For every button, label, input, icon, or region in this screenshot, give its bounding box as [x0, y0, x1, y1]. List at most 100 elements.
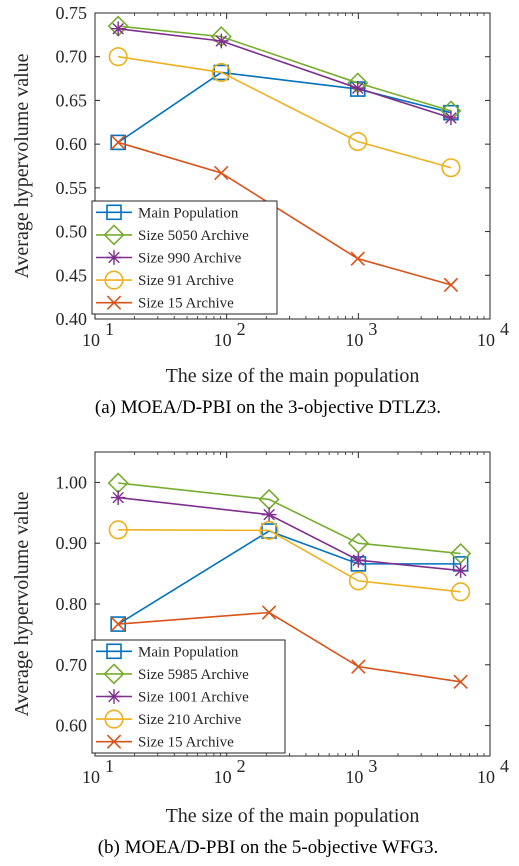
- x-tick-label: 10: [477, 767, 495, 787]
- legend-item: Size 15 Archive: [96, 734, 234, 751]
- series-line: [118, 55, 452, 169]
- legend-label: Size 5985 Archive: [138, 667, 249, 683]
- series-cross: [110, 135, 459, 293]
- y-tick-label: 0.45: [56, 265, 88, 285]
- y-tick-label: 0.70: [56, 655, 88, 675]
- square-marker: [213, 64, 230, 81]
- cross-marker: [443, 277, 459, 293]
- y-tick-label: 0.75: [56, 3, 88, 23]
- asterisk-marker: [443, 110, 459, 126]
- square-marker: [110, 134, 126, 151]
- cross-marker: [106, 295, 122, 310]
- x-tick-exponent: 1: [105, 319, 114, 339]
- cross-marker: [350, 251, 365, 266]
- chart-a: 0.400.450.500.550.600.650.700.7510110210…: [11, 3, 509, 418]
- x-tick-label: 10: [82, 767, 100, 787]
- cross-marker: [110, 616, 126, 632]
- cross-marker: [351, 659, 366, 674]
- series-cross: [110, 605, 468, 690]
- x-tick-exponent: 3: [368, 756, 377, 776]
- legend-item: Main Population: [96, 204, 239, 221]
- cross-marker: [261, 605, 277, 620]
- asterisk-marker: [261, 507, 277, 522]
- cross-marker: [214, 165, 229, 181]
- legend-item: Size 1001 Archive: [96, 689, 249, 706]
- legend-item: Size 5985 Archive: [96, 663, 249, 685]
- y-tick-label: 0.65: [56, 90, 88, 110]
- legend: Main Population Size 5985 Archive Size 100…: [91, 639, 286, 754]
- figure-caption: (a) MOEA/D-PBI on the 3-objective DTLZ3.: [95, 397, 441, 418]
- series-asterisk: [110, 21, 459, 126]
- diamond-marker: [103, 224, 125, 246]
- y-tick-label: 0.60: [56, 716, 88, 736]
- series-line: [117, 71, 452, 144]
- series-line: [118, 529, 461, 593]
- circle-marker: [104, 709, 124, 729]
- x-tick-label: 10: [214, 330, 232, 350]
- y-tick-label: 0.40: [56, 309, 88, 329]
- legend-label: Size 990 Archive: [138, 251, 242, 267]
- x-tick-exponent: 3: [368, 319, 377, 339]
- x-tick-label: 10: [345, 330, 363, 350]
- series-circle: [108, 47, 461, 178]
- square-marker: [106, 643, 122, 660]
- circle-marker: [211, 62, 231, 83]
- y-tick-label: 0.50: [56, 222, 88, 242]
- legend-item: Size 990 Archive: [96, 250, 242, 267]
- x-tick-label: 10: [477, 330, 495, 350]
- circle-marker: [451, 582, 471, 602]
- circle-marker: [441, 158, 461, 178]
- legend-label: Size 1001 Archive: [138, 690, 249, 706]
- diamond-marker: [103, 663, 125, 685]
- series-line: [118, 25, 452, 112]
- circle-marker: [108, 520, 128, 540]
- cross-marker: [453, 674, 468, 690]
- circle-marker: [104, 270, 124, 290]
- legend-label: Main Population: [138, 644, 239, 660]
- series-circle: [108, 520, 471, 602]
- legend-item: Size 5050 Archive: [96, 224, 249, 246]
- asterisk-marker: [350, 80, 366, 96]
- legend-label: Size 91 Archive: [138, 273, 234, 289]
- x-tick-exponent: 2: [237, 319, 246, 339]
- x-tick-exponent: 4: [500, 319, 509, 339]
- legend-label: Size 5050 Archive: [138, 228, 249, 244]
- series-line: [118, 482, 461, 555]
- series-line: [117, 530, 461, 625]
- legend-item: Main Population: [96, 643, 239, 660]
- asterisk-marker: [110, 490, 126, 505]
- legend: Main Population Size 5050 Archive Size 990…: [91, 200, 278, 315]
- diamond-marker: [347, 532, 369, 554]
- cross-marker: [110, 135, 126, 150]
- series-line: [117, 141, 452, 286]
- circle-marker: [259, 520, 279, 540]
- legend-label: Size 15 Archive: [138, 735, 234, 751]
- asterisk-marker: [106, 250, 122, 265]
- asterisk-marker: [351, 552, 366, 568]
- series-line: [118, 611, 461, 683]
- y-tick-label: 1.00: [56, 472, 88, 492]
- series-line: [118, 496, 461, 572]
- legend-item: Size 210 Archive: [96, 709, 242, 729]
- chart-b: 0.600.700.800.901.00101102103104Average …: [11, 451, 509, 858]
- asterisk-marker: [213, 33, 229, 49]
- y-tick-label: 0.60: [56, 134, 88, 154]
- square-marker: [106, 204, 122, 221]
- x-axis-label: The size of the main population: [166, 805, 420, 827]
- x-tick-exponent: 1: [105, 756, 114, 776]
- y-tick-label: 0.90: [56, 533, 88, 553]
- y-tick-label: 0.70: [56, 47, 88, 67]
- asterisk-marker: [453, 563, 468, 578]
- figure-caption: (b) MOEA/D-PBI on the 5-objective WFG3.: [98, 837, 439, 858]
- y-axis-label: Average hypervolume value: [11, 491, 33, 716]
- legend-item: Size 15 Archive: [96, 295, 234, 312]
- x-tick-label: 10: [214, 767, 232, 787]
- series-asterisk: [110, 490, 468, 578]
- legend-item: Size 91 Archive: [96, 270, 234, 290]
- asterisk-marker: [106, 689, 122, 704]
- asterisk-marker: [110, 21, 126, 37]
- x-tick-exponent: 2: [237, 756, 246, 776]
- circle-marker: [108, 47, 128, 67]
- diamond-marker: [450, 542, 472, 565]
